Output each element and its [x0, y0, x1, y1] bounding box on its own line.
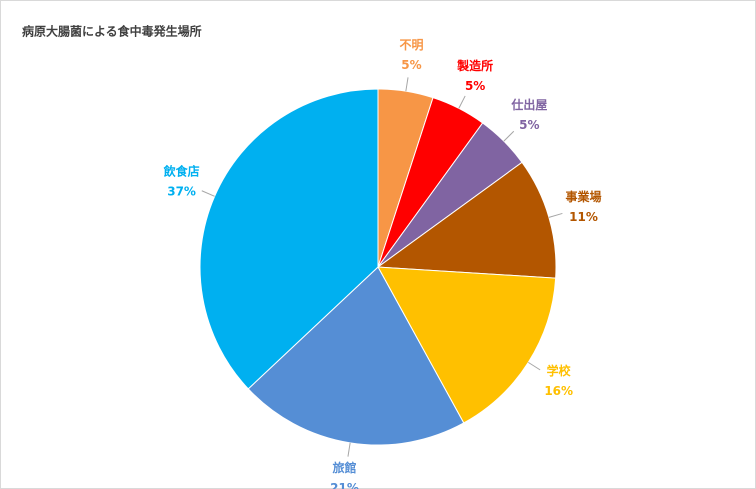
pie-slice	[377, 266, 557, 424]
data-label: 11%	[569, 210, 598, 224]
pie-slice	[247, 266, 465, 446]
data-label: 5%	[519, 118, 539, 132]
data-label: 5%	[465, 79, 485, 93]
category-label: 仕出屋	[510, 97, 547, 112]
category-label: 飲食店	[163, 164, 200, 179]
category-label: 不明	[399, 38, 423, 52]
chart-title: 病原大腸菌による食中毒発生場所	[22, 24, 202, 39]
category-label: 学校	[547, 363, 572, 378]
data-label: 5%	[401, 58, 421, 72]
pie-slice	[199, 88, 379, 390]
data-label: 21%	[330, 481, 359, 489]
leader-line	[201, 190, 215, 197]
category-label: 製造所	[456, 58, 493, 73]
leader-line	[503, 130, 515, 142]
leader-line	[458, 95, 466, 109]
leader-line	[405, 77, 409, 92]
category-label: 事業場	[565, 189, 601, 204]
category-label: 旅館	[333, 460, 357, 475]
data-label: 37%	[167, 185, 196, 199]
leader-line	[347, 442, 351, 457]
data-label: 16%	[544, 384, 573, 398]
leader-line	[528, 361, 541, 371]
leader-line	[548, 212, 563, 218]
